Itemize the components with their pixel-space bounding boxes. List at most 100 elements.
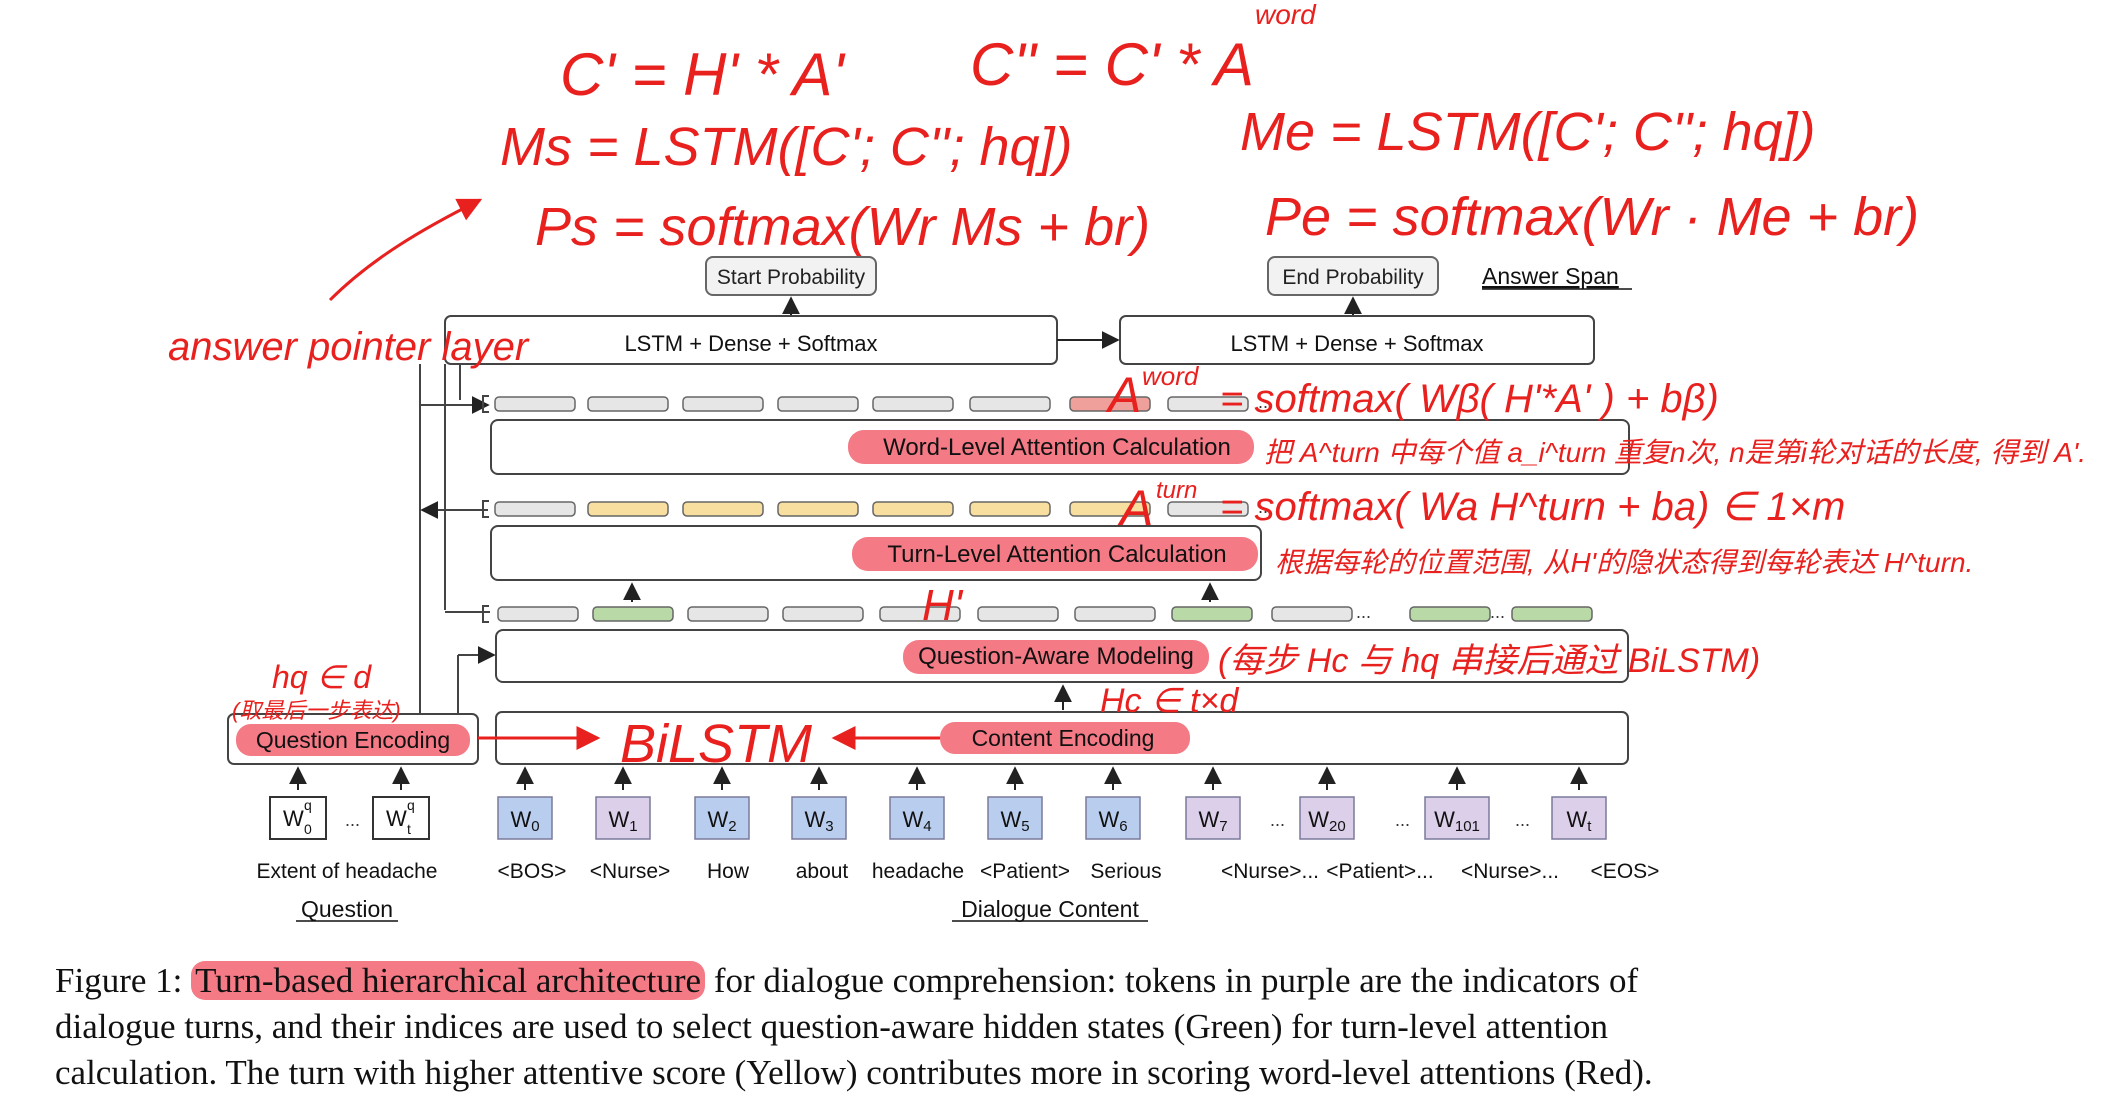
question-token-box	[372, 796, 430, 840]
dialogue-token-label: W6	[1098, 807, 1127, 835]
eq-pe: Pe = softmax(Wr · Me + br)	[1265, 187, 1919, 247]
dialogue-word: <Nurse>...	[1221, 860, 1319, 883]
word-state-cell	[1069, 396, 1151, 412]
row-ellipsis: ...	[1258, 497, 1273, 517]
bracket	[482, 605, 489, 623]
dialogue-token-box	[889, 796, 945, 840]
question-encoding-box: Question Encoding	[227, 713, 479, 765]
dialogue-token-box	[791, 796, 847, 840]
dialogue-word: <BOS>	[498, 860, 567, 883]
hidden-state-cell	[977, 606, 1059, 622]
turn-state-cell	[777, 501, 859, 517]
dialogue-word-row: <BOS> <Nurse> How about headache <Patient> Ser…	[498, 860, 1660, 883]
svg-text:Question-Aware Modeling: Question-Aware Modeling	[918, 643, 1194, 670]
dialogue-token-box	[1085, 796, 1141, 840]
turn-state-cell	[1167, 501, 1249, 517]
dialogue-word: <Patient>...	[1326, 860, 1433, 883]
hidden-state-cell	[1271, 606, 1353, 622]
figure-caption: Figure 1: Turn-based hierarchical archit…	[55, 958, 1855, 1096]
svg-text:Turn-Level Attention Calculati: Turn-Level Attention Calculation	[887, 541, 1226, 568]
dialogue-token-box	[595, 796, 651, 840]
svg-text:Word-Level Attention Calculati: Word-Level Attention Calculation	[883, 434, 1231, 461]
question-label: Question	[301, 896, 393, 922]
lstm-dense-softmax-left: LSTM + Dense + Softmax	[444, 315, 1058, 365]
word-state-cell	[1167, 396, 1249, 412]
dialogue-word: <EOS>	[1591, 860, 1660, 883]
word-state-cell	[969, 396, 1051, 412]
dialogue-token-box	[694, 796, 750, 840]
turn-level-attention-box: Turn-Level Attention Calculation	[490, 525, 1262, 581]
dialogue-token-label: W20	[1308, 807, 1345, 835]
question-token-row: Wq0 Wqt...	[269, 766, 430, 840]
hidden-state-cell	[1074, 606, 1156, 622]
eq-ms: Ms = LSTM([C'; C''; hq])	[500, 117, 1073, 177]
end-probability-box: End Probability	[1267, 256, 1439, 296]
content-encoding-box: Content Encoding	[495, 711, 1629, 765]
dialogue-word: <Patient>	[980, 860, 1070, 883]
turn-state-cell	[969, 501, 1051, 517]
turn-level-state-row: ...	[482, 497, 1273, 518]
token-ellipsis: ...	[1395, 810, 1410, 830]
question-token-sup: q	[304, 797, 312, 813]
dialogue-token-box	[987, 796, 1043, 840]
dialogue-token-label: W0	[510, 807, 539, 835]
dialogue-word: Serious	[1090, 860, 1161, 883]
caption-highlight: Turn-based hierarchical architecture	[191, 961, 706, 1000]
dialogue-token-label: W4	[902, 807, 931, 835]
question-token-sup: q	[407, 797, 415, 813]
a-word-symbol: A	[1105, 367, 1141, 423]
hidden-state-cell	[497, 606, 579, 622]
hidden-state-cell	[1171, 606, 1253, 622]
word-state-cell	[777, 396, 859, 412]
handwritten-arrows	[328, 198, 940, 750]
lstm-dense-softmax-right: LSTM + Dense + Softmax	[1119, 315, 1595, 365]
dialogue-token-label: W7	[1198, 807, 1227, 835]
caption-line1: for dialogue comprehension: tokens in pu…	[705, 961, 1639, 1000]
svg-text:turn: turn	[1156, 477, 1197, 504]
bilstm-label: BiLSTM	[620, 714, 812, 774]
dialogue-token-label: W1	[608, 807, 637, 835]
caption-line3: calculation. The turn with higher attent…	[55, 1053, 1653, 1092]
question-token-label: W	[386, 806, 407, 831]
svg-text:Start Probability: Start Probability	[717, 266, 866, 289]
question-aware-hidden-state-row: ......	[482, 602, 1593, 623]
question-token-sub: 0	[304, 821, 312, 837]
turn-state-cell	[682, 501, 764, 517]
a-turn-eq: = softmax( Wa H^turn + ba) ∈ 1×m	[1220, 485, 1845, 529]
h-prime: H'	[922, 581, 964, 630]
dialogue-token-label: W3	[804, 807, 833, 835]
dialogue-word: <Nurse>...	[1461, 860, 1559, 883]
answer-pointer-note: answer pointer layer	[168, 325, 530, 369]
a-word-eq: = softmax( Wβ( H'*A' ) + bβ)	[1220, 377, 1719, 421]
svg-text:LSTM + Dense + Softmax: LSTM + Dense + Softmax	[1230, 331, 1483, 356]
dialogue-word: How	[707, 860, 750, 883]
eq-c-double-prime: C'' = C' * A	[970, 31, 1254, 98]
word-level-state-row: ...	[482, 392, 1273, 413]
handwritten-annotations: C' = H' * A' C'' = C' * A word Ms = LSTM…	[168, 0, 2086, 774]
dialogue-token-label: W5	[1000, 807, 1029, 835]
turn-state-cell	[494, 501, 576, 517]
answer-span-label: Answer Span	[1482, 263, 1619, 289]
question-token-sub: t	[407, 821, 411, 837]
caption-prefix: Figure 1:	[55, 961, 192, 1000]
hidden-state-cell	[782, 606, 864, 622]
dialogue-word: <Nurse>	[590, 860, 671, 883]
architecture-diagram: Start Probability End Probability Answer…	[168, 0, 2086, 922]
dialogue-token-row: W0 W1 W2 W3 W4 W5 W6 W7 W20 W101 Wt.........	[497, 766, 1607, 840]
eq-me: Me = LSTM([C'; C''; hq])	[1240, 102, 1816, 162]
row-ellipsis: ...	[1258, 392, 1273, 412]
svg-text:word: word	[1142, 361, 1200, 391]
dialogue-token-label: W2	[707, 807, 736, 835]
hidden-state-cell	[1409, 606, 1491, 622]
svg-text:End Probability: End Probability	[1282, 266, 1424, 289]
turn-state-cell	[587, 501, 669, 517]
dialogue-token-box	[497, 796, 553, 840]
hq-dim: hq ∈ d	[272, 659, 372, 695]
dialogue-token-label: W101	[1434, 807, 1480, 835]
svg-text:Question Encoding: Question Encoding	[256, 727, 450, 753]
hidden-state-cell	[1511, 606, 1593, 622]
svg-text:Content Encoding: Content Encoding	[972, 725, 1155, 751]
hidden-state-cell	[687, 606, 769, 622]
a-turn-note: 把 A^turn 中每个值 a_i^turn 重复n次, n是第i轮对话的长度,…	[1264, 437, 2086, 468]
